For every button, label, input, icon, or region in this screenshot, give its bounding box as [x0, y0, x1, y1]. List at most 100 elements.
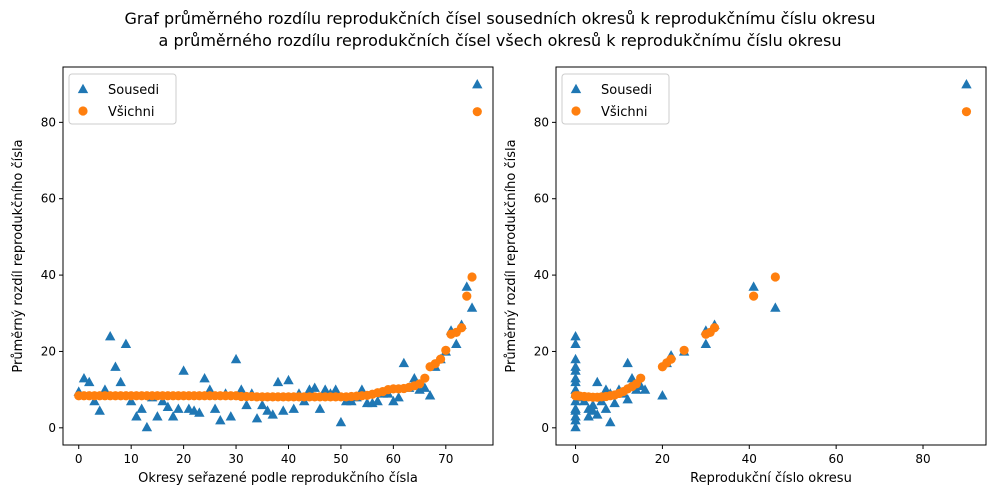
chart-1-point-sousedi [639, 384, 651, 394]
chart-0-point-sousedi [209, 403, 221, 413]
chart-0-point-sousedi [356, 384, 368, 394]
chart-0-point-sousedi [236, 384, 247, 394]
chart-0-point-sousedi [278, 405, 289, 415]
chart-0-xtick-label: 0 [75, 452, 83, 466]
chart-0-point-sousedi [257, 399, 268, 410]
chart-1-point-vsichni [666, 354, 676, 364]
chart-0-point-sousedi [99, 384, 111, 394]
chart-0-point-sousedi [215, 414, 226, 425]
chart-1-point-sousedi [592, 376, 603, 387]
chart-1-legend-label-vsichni: Všichni [601, 105, 648, 120]
chart-0-point-vsichni [467, 272, 477, 282]
chart-0-point-sousedi [115, 376, 126, 387]
chart-0-point-sousedi [104, 330, 116, 341]
chart-0-point-sousedi [461, 281, 472, 291]
chart-0-xtick-label: 30 [228, 452, 243, 466]
chart-1-point-sousedi [770, 302, 781, 312]
chart-0-point-sousedi [319, 384, 331, 394]
chart-0-series-vsichni [74, 107, 482, 402]
chart-0-point-sousedi [372, 395, 383, 406]
chart-0-point-sousedi [314, 403, 326, 413]
chart-1-point-sousedi [700, 338, 712, 348]
chart-0-xlabel: Okresy seřazené podle reprodukčního čísl… [138, 471, 418, 486]
chart-0-point-sousedi [472, 78, 483, 89]
chart-0-legend-marker-vsichni [78, 106, 88, 116]
chart-0-point-sousedi [398, 357, 410, 368]
chart-1-ytick-label: 20 [534, 344, 549, 358]
chart-1-point-sousedi [570, 353, 581, 364]
chart-1-xlabel: Reprodukční číslo okresu [690, 471, 852, 486]
chart-1-point-vsichni [770, 272, 780, 282]
chart-0-legend-box [68, 73, 177, 125]
chart-1-xtick-label: 20 [655, 452, 670, 466]
chart-0-point-sousedi [424, 390, 436, 400]
chart-0-point-sousedi [194, 407, 205, 417]
chart-0-xtick-label: 10 [124, 452, 139, 466]
chart-0-point-sousedi [393, 392, 404, 402]
chart-1-point-sousedi [600, 403, 612, 413]
chart-1-point-sousedi [961, 78, 972, 89]
chart-1-point-vsichni [749, 291, 759, 301]
chart-0-xtick-label: 20 [176, 452, 191, 466]
chart-0-point-vsichni [420, 373, 430, 383]
chart-0-point-sousedi [409, 372, 420, 383]
chart-0-point-sousedi [167, 411, 179, 421]
chart-0-xtick-label: 70 [438, 452, 453, 466]
chart-0-point-sousedi [267, 409, 278, 419]
chart-0-point-sousedi [419, 382, 431, 392]
chart-0-point-sousedi [136, 403, 147, 413]
chart-0-point-sousedi [157, 395, 168, 406]
chart-0-ytick-label: 0 [48, 421, 56, 435]
chart-0-ytick-label: 60 [41, 192, 56, 206]
left-chart-panel: 0 10 20 30 40 50 60 70 0 20 40 60 80 Okresy seřazené … [11, 66, 494, 486]
chart-0-point-sousedi [125, 395, 137, 406]
figure-title: Graf průměrného rozdílu reprodukčních čí… [0, 8, 1000, 52]
chart-0-point-sousedi [199, 372, 210, 383]
chart-1-point-sousedi [587, 399, 599, 410]
chart-0-point-sousedi [131, 411, 142, 421]
chart-0-point-sousedi [451, 338, 462, 348]
chart-0-point-sousedi [120, 338, 132, 348]
chart-0-ytick-label: 20 [41, 344, 56, 358]
chart-0-point-vsichni [435, 354, 446, 364]
chart-0-point-vsichni [462, 291, 472, 301]
chart-1-point-sousedi [748, 281, 759, 291]
chart-0-legend-label-sousedi: Sousedi [108, 83, 159, 98]
chart-0-point-sousedi [173, 403, 184, 413]
chart-0-ytick-label: 80 [41, 115, 56, 129]
chart-1-point-vsichni [961, 107, 972, 117]
chart-0-point-sousedi [309, 382, 320, 392]
chart-0-point-sousedi [78, 372, 90, 383]
chart-1-ytick-label: 60 [534, 192, 549, 206]
figure-title-line-2: a průměrného rozdílu reprodukčních čísel… [158, 31, 842, 50]
chart-0-point-sousedi [162, 401, 174, 411]
chart-1-legend-marker-vsichni [571, 106, 581, 116]
chart-1-point-sousedi [622, 393, 633, 404]
chart-1-point-sousedi [570, 330, 581, 341]
chart-0-xtick-label: 50 [333, 452, 348, 466]
chart-1-series-vsichni [570, 107, 972, 402]
chart-1-legend-box [561, 73, 670, 125]
chart-1-xtick-label: 80 [915, 452, 930, 466]
chart-0-point-vsichni [472, 107, 482, 117]
chart-0-ytick-label: 40 [41, 268, 56, 282]
chart-1-point-sousedi [570, 414, 581, 425]
chart-0-point-sousedi [262, 405, 273, 415]
chart-1-ylabel: Průměrný rozdíl reprodukčního čísla [504, 139, 519, 372]
figure-title-line-1: Graf průměrného rozdílu reprodukčních čí… [124, 9, 876, 28]
chart-1-point-sousedi [622, 357, 633, 368]
chart-0-point-vsichni [441, 345, 451, 355]
chart-1-point-vsichni [636, 373, 646, 383]
chart-0-xtick-label: 40 [281, 452, 296, 466]
chart-0-ylabel: Průměrný rozdíl reprodukčního čísla [11, 139, 26, 372]
chart-0-point-sousedi [110, 361, 121, 371]
chart-0-point-sousedi [335, 416, 347, 427]
chart-1-point-sousedi [570, 405, 581, 415]
chart-1-ytick-label: 40 [534, 268, 549, 282]
chart-1-xtick-label: 60 [829, 452, 844, 466]
chart-1-legend-label-sousedi: Sousedi [601, 83, 652, 98]
chart-0-point-sousedi [283, 374, 294, 385]
chart-1-xtick-label: 40 [742, 452, 757, 466]
chart-1-point-sousedi [605, 416, 616, 427]
